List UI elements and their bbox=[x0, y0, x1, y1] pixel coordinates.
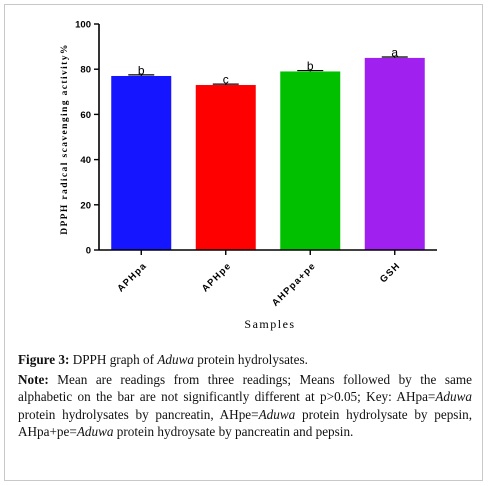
x-ticks-group: APHpa APHpe AHPpa+pe GSH bbox=[115, 250, 403, 309]
note-ital-3: Aduwa bbox=[76, 424, 114, 440]
x-tick-label: AHPpa+pe bbox=[270, 260, 318, 308]
note-text-4: protein hydroysate by pancreatin and pep… bbox=[113, 424, 354, 440]
note-text-2: protein hydrolysates by pancreatin, AHpe… bbox=[18, 406, 259, 422]
note-label: Note: bbox=[18, 371, 49, 387]
bar bbox=[111, 75, 172, 250]
x-tick-label: APHpe bbox=[200, 260, 234, 294]
bar bbox=[364, 57, 425, 251]
significance-letter: b bbox=[138, 63, 145, 77]
significance-letter: a bbox=[391, 45, 398, 59]
significance-letters-group: b c b a bbox=[138, 45, 399, 86]
x-axis-label: Samples bbox=[244, 317, 295, 331]
bars-group bbox=[111, 57, 425, 251]
note-text-1: Mean are readings from three readings; M… bbox=[18, 371, 472, 405]
y-tick-label: 40 bbox=[80, 155, 91, 166]
y-tick-label: 20 bbox=[80, 200, 91, 211]
significance-letter: b bbox=[307, 59, 314, 73]
figure-title: Figure 3: DPPH graph of Aduwa protein hy… bbox=[18, 351, 472, 369]
y-tick-label: 80 bbox=[80, 65, 91, 76]
y-tick-label: 60 bbox=[80, 110, 91, 121]
figure-caption: Figure 3: DPPH graph of Aduwa protein hy… bbox=[18, 351, 472, 441]
figure-label: Figure 3: bbox=[18, 352, 70, 367]
figure-text-pre: DPPH graph of bbox=[72, 352, 158, 367]
y-tick-label: 0 bbox=[86, 246, 91, 257]
y-axis-label: DPPH radical scavenging activity% bbox=[60, 43, 70, 235]
bar bbox=[195, 85, 256, 251]
x-tick-label: APHpa bbox=[115, 260, 149, 294]
y-tick-label: 100 bbox=[75, 20, 91, 31]
note-ital-1: Aduwa bbox=[435, 389, 472, 405]
y-ticks-group: 0 20 40 60 80 100 bbox=[75, 20, 99, 257]
bar bbox=[280, 71, 341, 251]
significance-letter: c bbox=[223, 73, 229, 87]
note-text-3: protein hydrolysate by pepsin, AHpa+pe= bbox=[18, 406, 472, 440]
note-ital-2: Aduwa bbox=[258, 406, 296, 422]
figure-text-post: protein hydrolysates. bbox=[193, 352, 308, 367]
figure-text-ital: Aduwa bbox=[157, 352, 194, 367]
figure-note: Note: Mean are readings from three readi… bbox=[18, 371, 472, 441]
error-bars-group bbox=[128, 56, 408, 86]
x-tick-label: GSH bbox=[378, 260, 403, 285]
